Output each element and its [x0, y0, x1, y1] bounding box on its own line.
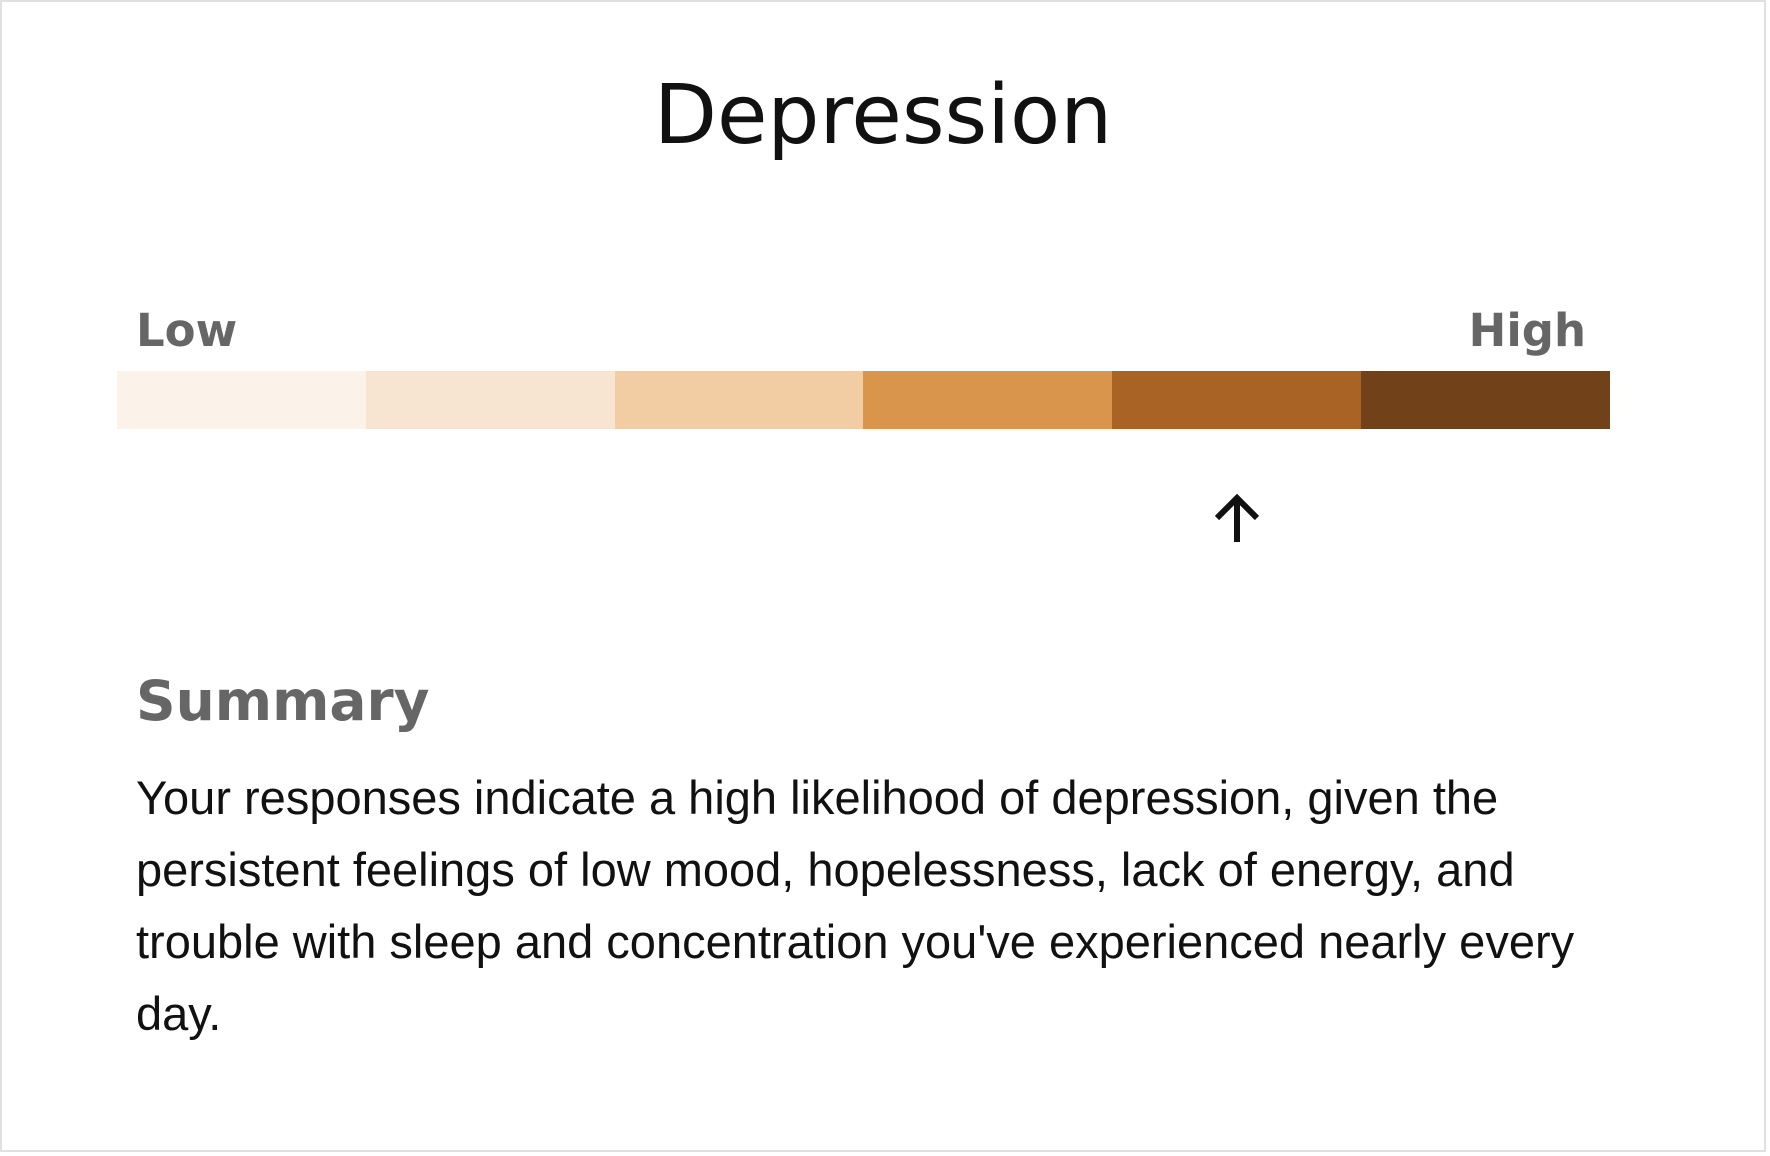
scale-segment-6 [1361, 371, 1610, 429]
up-arrow-icon [1214, 493, 1259, 542]
scale-segment-4 [863, 371, 1113, 429]
scale-segment-3 [614, 371, 864, 429]
summary-text: Your responses indicate a high likelihoo… [136, 771, 1575, 1040]
scale-segment-2 [365, 371, 615, 429]
scale-segment-1 [117, 371, 366, 429]
scale-segment-5 [1112, 371, 1362, 429]
scale-high-label: High [1468, 304, 1586, 357]
scale-low-label: Low [136, 304, 238, 357]
severity-scale-bar [117, 371, 1610, 429]
page-title: Depression [653, 68, 1113, 163]
summary-heading: Summary [136, 669, 430, 733]
